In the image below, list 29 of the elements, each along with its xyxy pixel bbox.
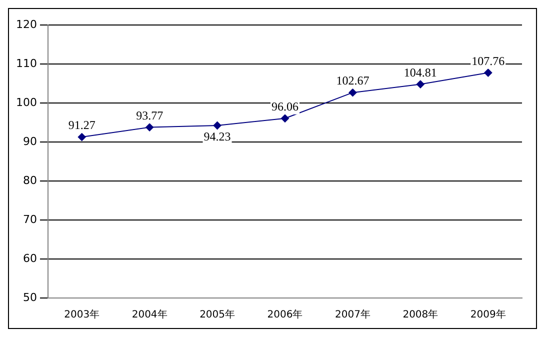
data-label: 107.76 bbox=[472, 54, 505, 68]
point bbox=[213, 122, 222, 130]
x-tick-label: 2008年 bbox=[402, 308, 438, 321]
x-tick-label: 2004年 bbox=[132, 308, 168, 321]
point bbox=[281, 114, 289, 122]
data-label: 104.81 bbox=[404, 65, 437, 80]
y-tick-label: 50 bbox=[22, 290, 37, 304]
x-tick-label: 2006年 bbox=[267, 308, 303, 321]
point bbox=[484, 68, 492, 77]
data-label: 102.67 bbox=[336, 74, 370, 88]
point bbox=[146, 123, 154, 132]
x-tick-label: 2007年 bbox=[334, 308, 370, 321]
y-tick-label: 100 bbox=[16, 96, 37, 109]
x-tick-label: 2003年 bbox=[64, 308, 100, 321]
y-tick-label: 60 bbox=[22, 252, 37, 265]
data-label: 96.06 bbox=[272, 100, 298, 114]
point bbox=[78, 133, 86, 142]
x-tick-label: 2005年 bbox=[200, 308, 236, 321]
y-tick-label: 120 bbox=[16, 18, 37, 31]
y-tick-label: 70 bbox=[22, 212, 37, 226]
y-tick-label: 80 bbox=[22, 174, 37, 187]
data-label: 91.27 bbox=[68, 118, 96, 132]
data-label: 94.23 bbox=[204, 130, 231, 144]
x-tick-label: 2009年 bbox=[470, 308, 506, 321]
data-label: 93.77 bbox=[136, 108, 164, 122]
y-tick-label: 110 bbox=[16, 56, 37, 70]
point bbox=[348, 88, 357, 97]
y-tick-label: 90 bbox=[22, 134, 37, 148]
point bbox=[416, 80, 424, 88]
